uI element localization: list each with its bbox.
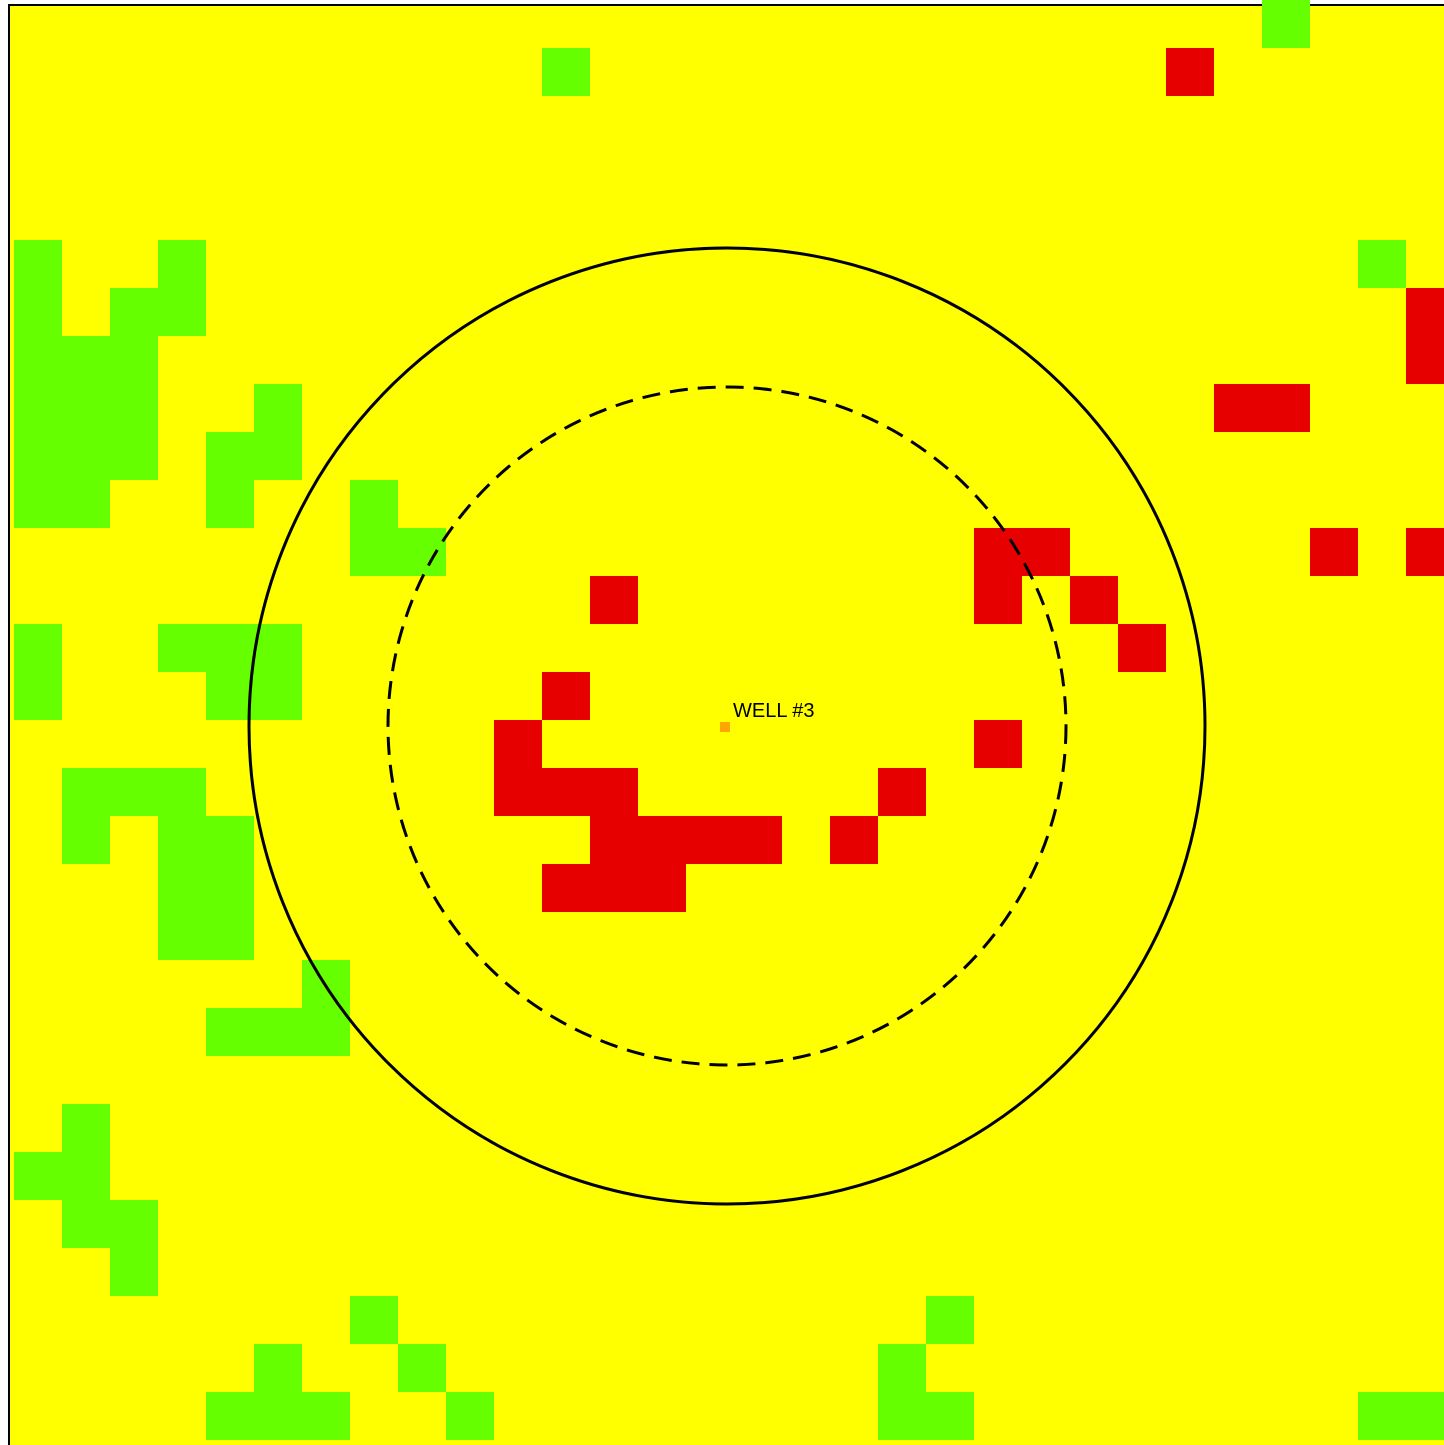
red-zone-cell xyxy=(494,768,542,816)
red-zone-cell xyxy=(638,864,686,912)
red-zone-cell xyxy=(1406,288,1444,336)
green-zone-cell xyxy=(62,816,110,864)
green-zone-cell xyxy=(254,1008,302,1056)
green-zone-cell xyxy=(302,1392,350,1440)
red-zone-cell xyxy=(542,864,590,912)
well-marker-icon[interactable] xyxy=(720,722,730,732)
red-zone-cell xyxy=(542,672,590,720)
green-zone-cell xyxy=(350,480,398,528)
green-zone-cell xyxy=(1358,240,1406,288)
green-zone-cell xyxy=(206,624,254,672)
green-zone-cell xyxy=(878,1344,926,1392)
green-zone-cell xyxy=(14,288,62,336)
red-zone-cell xyxy=(494,720,542,768)
well-label: WELL #3 xyxy=(733,700,815,722)
green-zone-cell xyxy=(158,288,206,336)
green-zone-cell xyxy=(254,1392,302,1440)
green-zone-cell xyxy=(14,432,62,480)
zone-cells xyxy=(14,0,1444,1440)
red-zone-cell xyxy=(1070,576,1118,624)
red-zone-cell xyxy=(974,528,1022,576)
green-zone-cell xyxy=(14,480,62,528)
green-zone-cell xyxy=(398,528,446,576)
green-zone-cell xyxy=(14,624,62,672)
green-zone-cell xyxy=(206,672,254,720)
green-zone-cell xyxy=(206,480,254,528)
green-zone-cell xyxy=(62,1104,110,1152)
green-zone-cell xyxy=(110,1248,158,1296)
green-zone-cell xyxy=(878,1392,926,1440)
green-zone-cell xyxy=(158,816,206,864)
green-zone-cell xyxy=(398,1344,446,1392)
green-zone-cell xyxy=(926,1296,974,1344)
green-zone-cell xyxy=(254,384,302,432)
green-zone-cell xyxy=(254,1344,302,1392)
green-zone-cell xyxy=(926,1392,974,1440)
red-zone-cell xyxy=(1406,528,1444,576)
green-zone-cell xyxy=(206,1392,254,1440)
green-zone-cell xyxy=(206,1008,254,1056)
green-zone-cell xyxy=(14,672,62,720)
red-zone-cell xyxy=(686,816,734,864)
inner-radius-ring xyxy=(386,385,1068,1067)
green-zone-cell xyxy=(350,1296,398,1344)
green-zone-cell xyxy=(62,480,110,528)
green-zone-cell xyxy=(206,432,254,480)
red-zone-cell xyxy=(1118,624,1166,672)
green-zone-cell xyxy=(110,768,158,816)
red-zone-cell xyxy=(590,864,638,912)
green-zone-cell xyxy=(1406,1392,1444,1440)
green-zone-cell xyxy=(158,864,206,912)
red-zone-cell xyxy=(878,768,926,816)
green-zone-cell xyxy=(1358,1392,1406,1440)
green-zone-cell xyxy=(302,1008,350,1056)
green-zone-cell xyxy=(350,528,398,576)
red-zone-cell xyxy=(1214,384,1262,432)
green-zone-cell xyxy=(62,336,110,384)
green-zone-cell xyxy=(158,240,206,288)
outer-radius-ring xyxy=(247,246,1207,1206)
red-zone-cell xyxy=(974,720,1022,768)
green-zone-cell xyxy=(158,768,206,816)
green-zone-cell xyxy=(254,624,302,672)
green-zone-cell xyxy=(14,384,62,432)
green-zone-cell xyxy=(110,336,158,384)
red-zone-cell xyxy=(590,576,638,624)
green-zone-cell xyxy=(62,1200,110,1248)
red-zone-cell xyxy=(542,768,590,816)
red-zone-cell xyxy=(1262,384,1310,432)
green-zone-cell xyxy=(206,816,254,864)
green-zone-cell xyxy=(446,1392,494,1440)
red-zone-cell xyxy=(638,816,686,864)
red-zone-cell xyxy=(974,576,1022,624)
green-zone-cell xyxy=(254,672,302,720)
green-zone-cell xyxy=(158,912,206,960)
green-zone-cell xyxy=(14,240,62,288)
green-zone-cell xyxy=(1262,0,1310,48)
green-zone-cell xyxy=(110,288,158,336)
red-zone-cell xyxy=(1406,336,1444,384)
red-zone-cell xyxy=(734,816,782,864)
green-zone-cell xyxy=(110,432,158,480)
green-zone-cell xyxy=(206,864,254,912)
green-zone-cell xyxy=(62,432,110,480)
green-zone-cell xyxy=(62,384,110,432)
green-zone-cell xyxy=(110,384,158,432)
red-zone-cell xyxy=(590,768,638,816)
green-zone-cell xyxy=(62,1152,110,1200)
red-zone-cell xyxy=(1022,528,1070,576)
green-zone-cell xyxy=(206,912,254,960)
red-zone-cell xyxy=(1310,528,1358,576)
green-zone-cell xyxy=(62,768,110,816)
red-zone-cell xyxy=(590,816,638,864)
green-zone-cell xyxy=(14,336,62,384)
green-zone-cell xyxy=(14,1152,62,1200)
red-zone-cell xyxy=(1166,48,1214,96)
green-zone-cell xyxy=(542,48,590,96)
red-zone-cell xyxy=(830,816,878,864)
green-zone-cell xyxy=(254,432,302,480)
green-zone-cell xyxy=(110,1200,158,1248)
green-zone-cell xyxy=(158,624,206,672)
